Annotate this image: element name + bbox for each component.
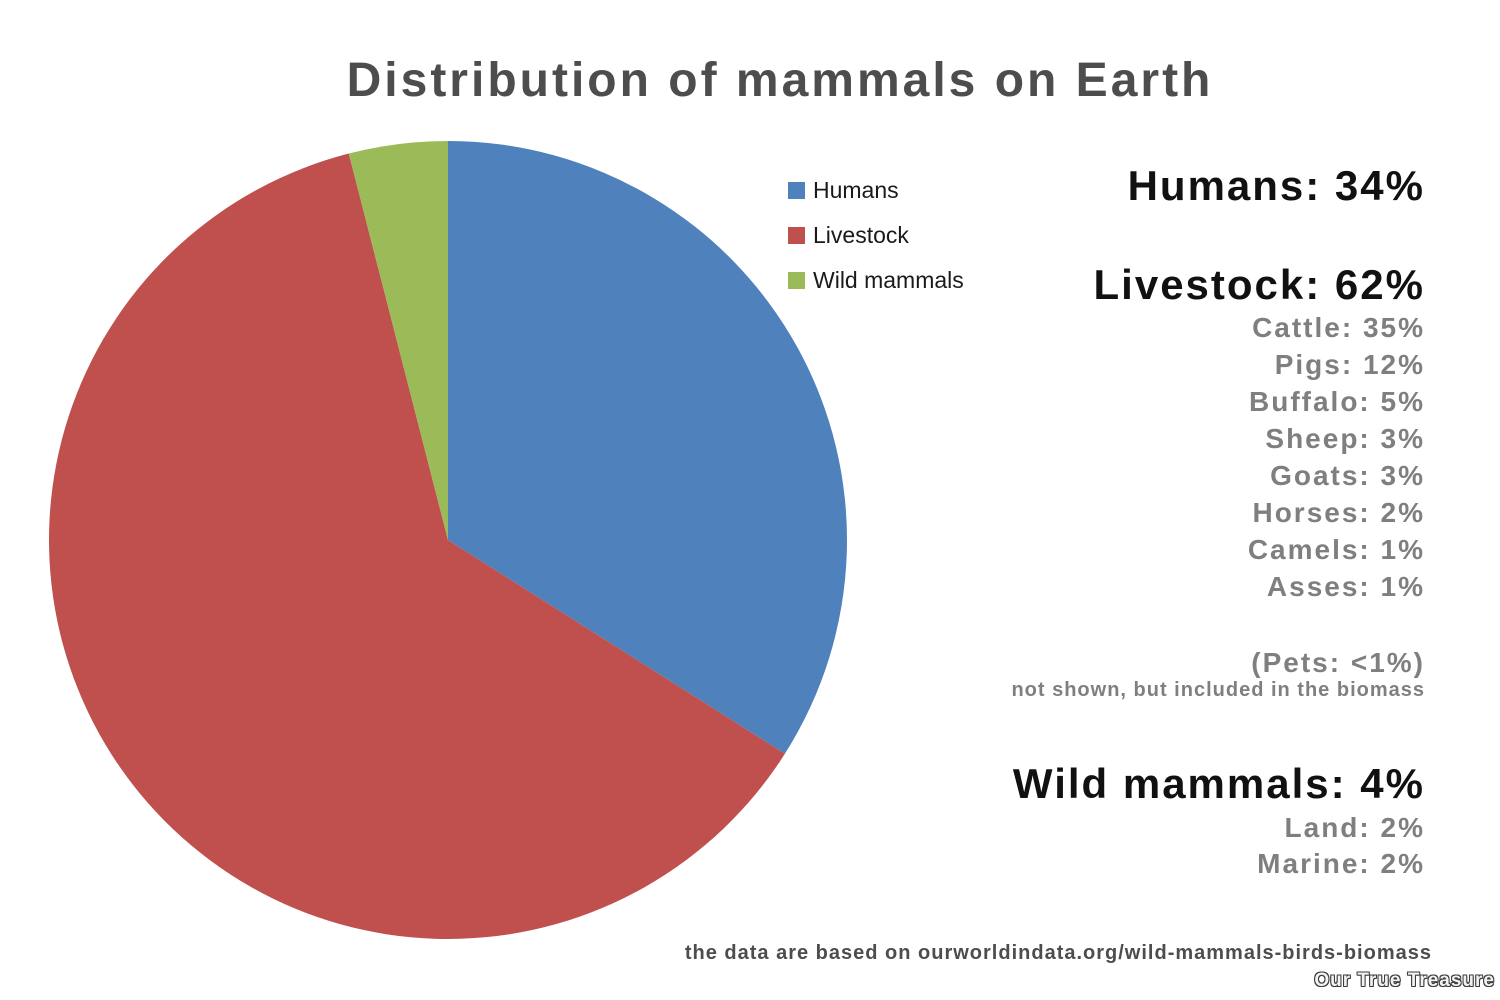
breakdown-line-horses: Horses: 2% xyxy=(1252,497,1425,528)
annotation-wild-mammals-total: Wild mammals: 4% xyxy=(1012,760,1425,807)
breakdown-line-camels: Camels: 1% xyxy=(1247,534,1425,565)
annotation-livestock-total: Livestock: 62% xyxy=(1093,261,1425,308)
pie-slice-wild-mammals xyxy=(348,141,448,540)
pie-slice-livestock xyxy=(49,153,785,939)
legend-label-wild-mammals: Wild mammals xyxy=(813,267,964,293)
legend-item-livestock: Livestock xyxy=(788,222,964,248)
breakdown-line-cattle: Cattle: 35% xyxy=(1252,312,1425,343)
annotation-pets: (Pets: <1%) xyxy=(1251,647,1425,678)
legend-label-humans: Humans xyxy=(813,177,899,203)
legend-item-wild-mammals: Wild mammals xyxy=(788,267,964,293)
data-source-note: the data are based on ourworldindata.org… xyxy=(684,942,1432,964)
breakdown-line-sheep: Sheep: 3% xyxy=(1265,423,1425,454)
legend-swatch-humans-icon xyxy=(788,182,805,199)
pie-chart xyxy=(49,141,847,939)
watermark: Our True Treasure xyxy=(1314,970,1495,991)
breakdown-line-land: Land: 2% xyxy=(1284,812,1425,843)
breakdown-line-goats: Goats: 3% xyxy=(1270,460,1425,491)
legend-label-livestock: Livestock xyxy=(813,222,909,248)
legend-item-humans: Humans xyxy=(788,177,964,203)
annotation-livestock-breakdown: Cattle: 35% Pigs: 12% Buffalo: 5% Sheep:… xyxy=(1248,309,1425,605)
annotation-pets-note: not shown, but included in the biomass xyxy=(1011,679,1425,701)
breakdown-line-pigs: Pigs: 12% xyxy=(1274,349,1425,380)
annotation-humans-total: Humans: 34% xyxy=(1127,162,1425,209)
legend-swatch-livestock-icon xyxy=(788,227,805,244)
breakdown-line-marine: Marine: 2% xyxy=(1257,848,1425,879)
chart-title: Distribution of mammals on Earth xyxy=(346,54,1214,107)
annotation-wild-breakdown: Land: 2% Marine: 2% xyxy=(1257,810,1425,882)
legend: Humans Livestock Wild mammals xyxy=(788,177,964,313)
pie-slice-humans xyxy=(448,141,847,754)
breakdown-line-buffalo: Buffalo: 5% xyxy=(1249,386,1425,417)
legend-swatch-wild-mammals-icon xyxy=(788,272,805,289)
breakdown-line-asses: Asses: 1% xyxy=(1266,571,1425,602)
